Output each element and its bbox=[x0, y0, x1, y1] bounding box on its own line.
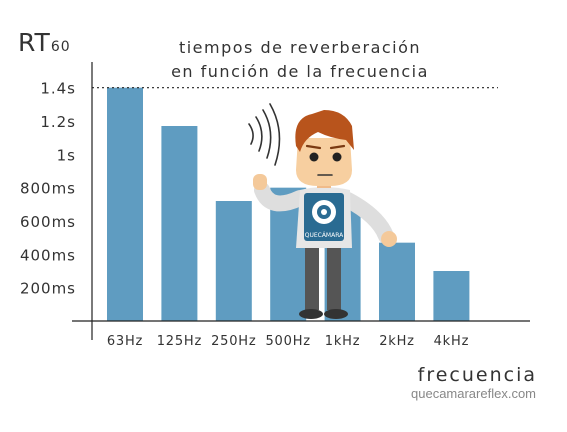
ticks-layer: 200ms 400ms 600ms 800ms 1s 1.2s 1.4s 63Hz 125Hz 2… bbox=[20, 80, 470, 349]
bar-4khz bbox=[433, 271, 470, 321]
mascot-legs bbox=[299, 244, 348, 319]
bar-2khz bbox=[379, 242, 415, 321]
x-tick-label: 2kHz bbox=[379, 334, 415, 349]
mascot-left-arm bbox=[254, 182, 308, 212]
bars-layer bbox=[107, 87, 470, 322]
x-axis-label: frecuencia bbox=[417, 364, 537, 386]
y-axis-label: RT60 bbox=[18, 28, 71, 57]
y-tick-label: 1.4s bbox=[40, 80, 76, 98]
bar-125hz bbox=[161, 126, 198, 321]
sound-waves-icon bbox=[248, 103, 281, 166]
mascot-eye-left bbox=[309, 152, 319, 162]
mascot-head bbox=[296, 138, 352, 186]
y-tick-label: 1.2s bbox=[40, 113, 76, 131]
mascot-illustration: QUECÁMARA bbox=[248, 103, 397, 319]
x-tick-label: 1kHz bbox=[325, 334, 361, 349]
bar-250hz bbox=[215, 201, 252, 321]
shirt-logo-text: QUECÁMARA bbox=[305, 232, 344, 239]
x-tick-label: 500Hz bbox=[265, 334, 310, 349]
chart-title-line-2: en función de la frecuencia bbox=[171, 62, 429, 81]
x-tick-label: 4kHz bbox=[434, 334, 470, 349]
axes-layer bbox=[72, 62, 530, 340]
y-tick-label: 600ms bbox=[20, 213, 76, 231]
y-tick-label: 200ms bbox=[20, 280, 76, 298]
credit-text: quecamarareflex.com bbox=[411, 386, 536, 401]
bar-63hz bbox=[107, 87, 143, 322]
y-tick-label: 800ms bbox=[20, 180, 76, 198]
x-tick-label: 125Hz bbox=[157, 334, 202, 349]
x-tick-label: 63Hz bbox=[107, 334, 143, 349]
y-axis-label-sub: 60 bbox=[50, 39, 71, 55]
y-axis-label-main: RT bbox=[18, 28, 51, 57]
chart-title-line-1: tiempos de reverberación bbox=[178, 38, 422, 57]
y-tick-label: 400ms bbox=[20, 246, 76, 264]
y-tick-label: 1s bbox=[57, 146, 76, 164]
x-tick-label: 250Hz bbox=[211, 334, 256, 349]
mascot-eye-right bbox=[332, 152, 342, 162]
mascot-hair bbox=[295, 110, 354, 152]
chart-title: tiempos de reverberación en función de l… bbox=[150, 36, 450, 84]
